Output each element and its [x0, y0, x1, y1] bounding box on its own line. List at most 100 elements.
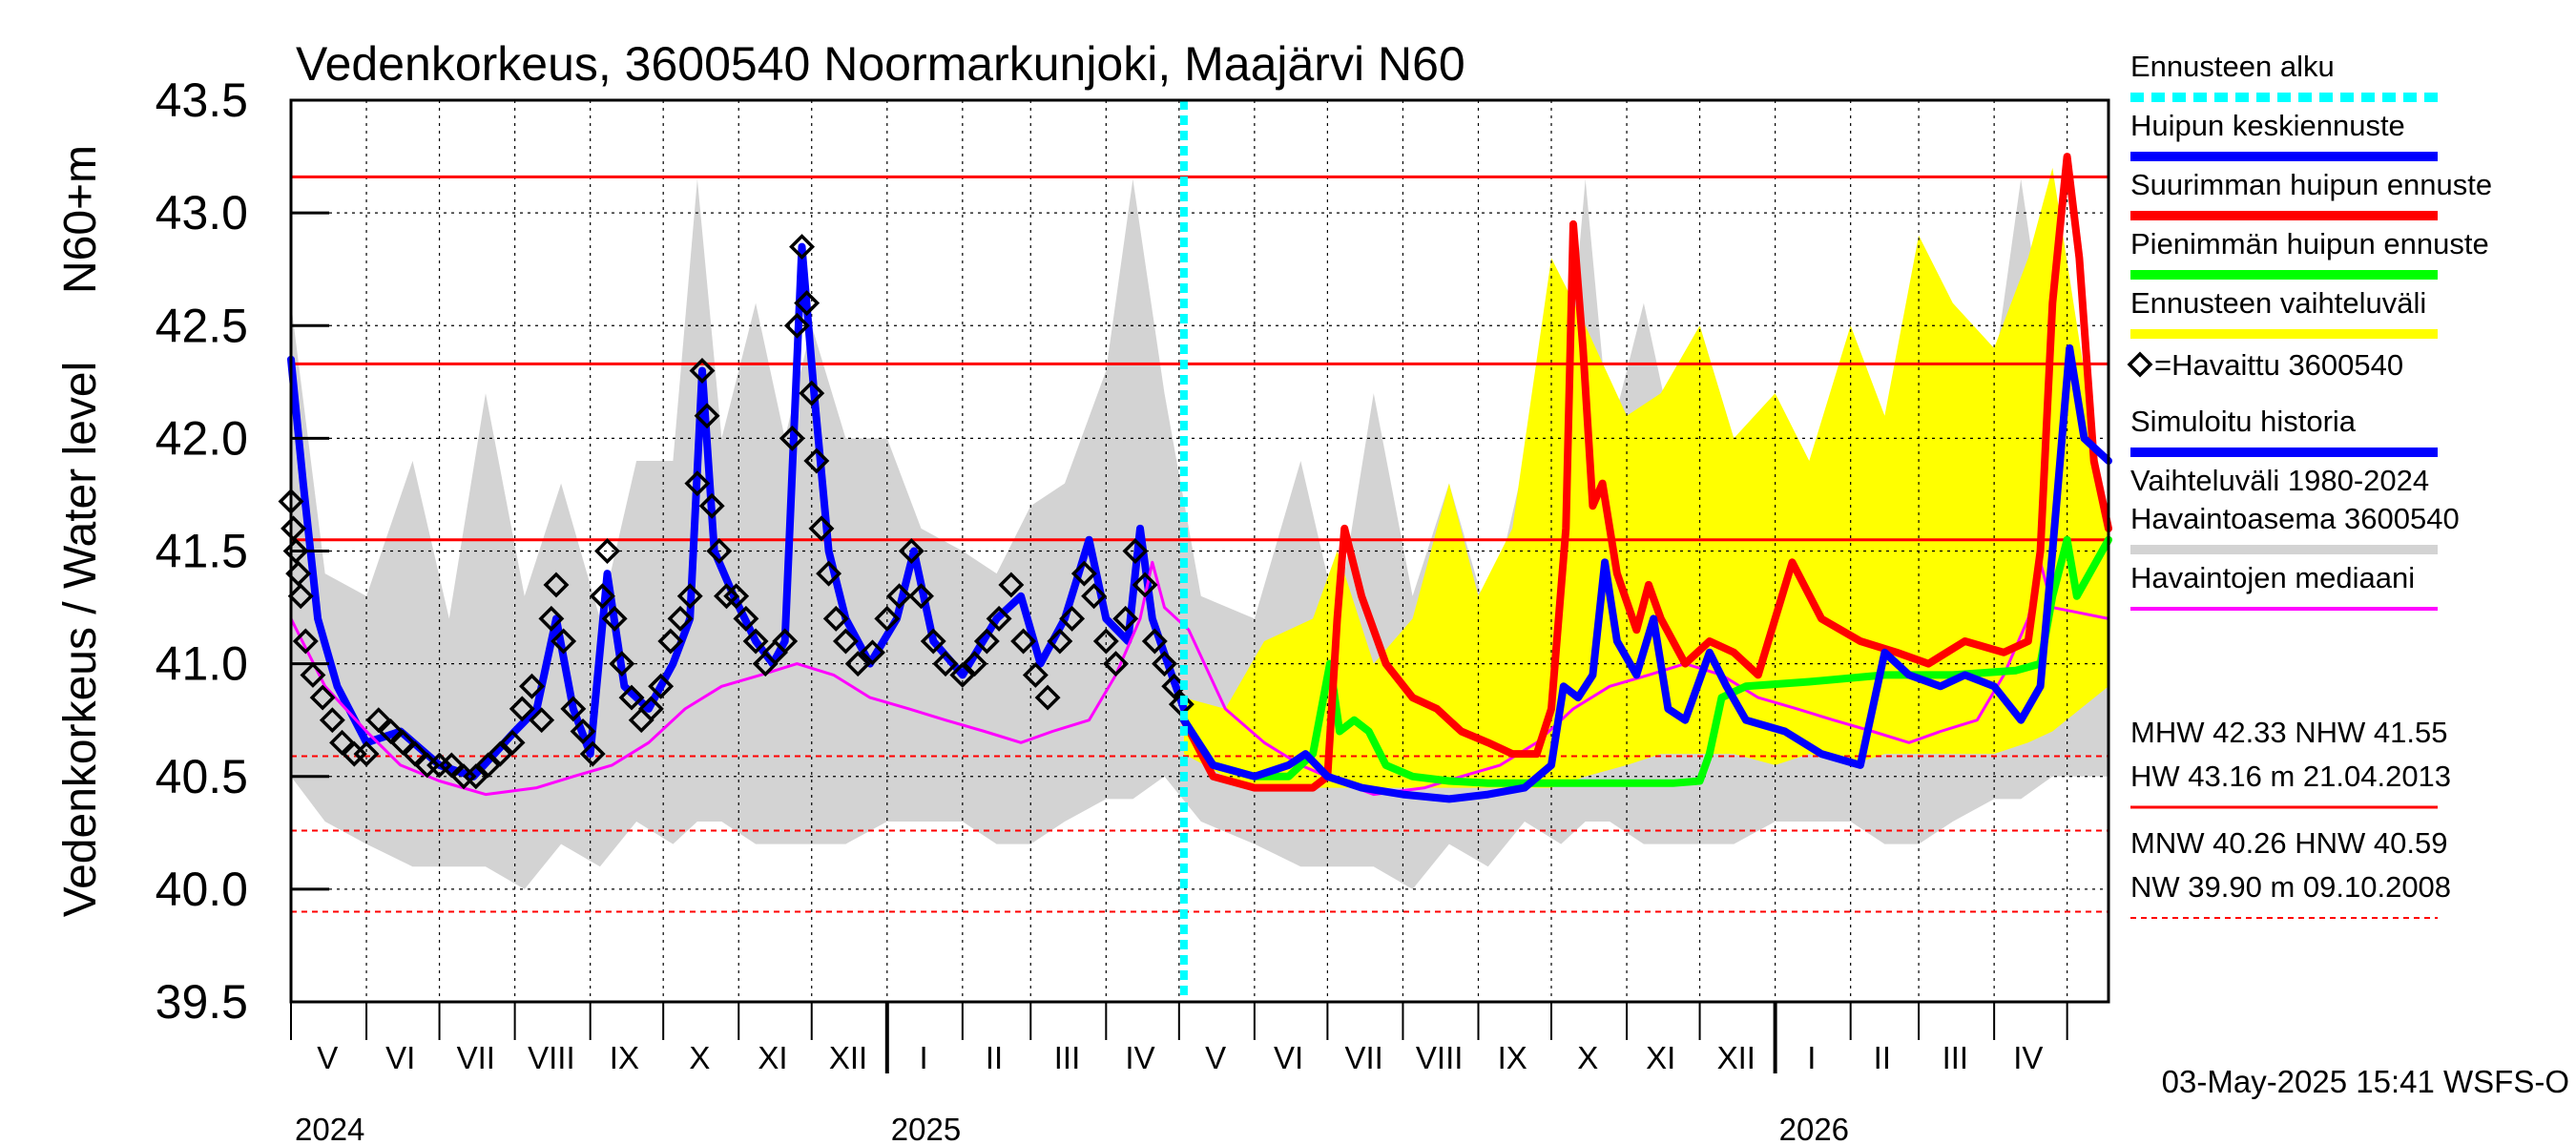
x-month-label: IX: [1498, 1040, 1527, 1075]
observed-point: [1070, 560, 1097, 587]
observed-point: [962, 651, 988, 677]
x-month-label: VI: [385, 1040, 415, 1075]
observed-point: [998, 572, 1025, 598]
legend-item-2: Suurimman huipun ennuste: [2130, 168, 2492, 201]
series-line-havaintojen-mediaani: [289, 560, 2110, 797]
observed-point: [684, 470, 711, 497]
y-tick-label: 40.0: [156, 863, 248, 916]
observed-point: [779, 425, 805, 451]
observed-point: [860, 639, 885, 666]
x-month-label: V: [1205, 1040, 1226, 1075]
observed-point: [973, 628, 1000, 655]
reference-lines: [291, 175, 2109, 913]
observed-point: [292, 628, 319, 655]
x-month-label: I: [1807, 1040, 1816, 1075]
y-axis-unit-label: N60+m: [55, 145, 106, 294]
stat-line-1: HW 43.16 m 21.04.2013: [2130, 760, 2451, 793]
legend-item-1: Huipun keskiennuste: [2130, 109, 2405, 142]
y-tick-label: 41.5: [156, 525, 248, 578]
observed-point: [667, 605, 694, 632]
observed-point: [1112, 605, 1139, 632]
observed-point: [733, 605, 759, 632]
observed-point: [723, 583, 750, 610]
statistics: MHW 42.33 NHW 41.55 HW 43.16 m 21.04.2013…: [2130, 716, 2451, 919]
observed-point: [551, 628, 577, 655]
x-month-label: III: [1054, 1040, 1081, 1075]
observed-point: [657, 628, 684, 655]
observed-point: [402, 740, 428, 767]
x-month-label: XII: [1717, 1040, 1755, 1075]
observed-point: [742, 628, 769, 655]
series-line-suurimman-huipun-ennuste: [1179, 153, 2112, 792]
observed-point: [589, 583, 615, 610]
observed-point: [920, 628, 946, 655]
observed-point: [365, 707, 392, 734]
observed-point: [570, 718, 596, 744]
observed-point: [1152, 651, 1177, 677]
observed-point: [518, 673, 545, 699]
observed-point: [1092, 628, 1119, 655]
x-year-label: 2025: [891, 1112, 961, 1145]
observed-point: [487, 740, 513, 767]
observed-point: [874, 605, 901, 632]
x-month-label: VIII: [1416, 1040, 1464, 1075]
observed-point: [329, 729, 356, 756]
observed-point: [783, 312, 810, 339]
observed-point: [1081, 583, 1108, 610]
observed-point: [799, 380, 825, 406]
observed-point: [949, 661, 976, 688]
observed-point: [594, 538, 621, 564]
observed-point: [319, 707, 345, 734]
x-month-label: XII: [829, 1040, 867, 1075]
stat-line-3: NW 39.90 m 09.10.2008: [2130, 870, 2451, 904]
observed-point: [832, 628, 859, 655]
observed-point: [499, 729, 526, 756]
observed-point: [898, 538, 924, 564]
x-month-label: X: [689, 1040, 710, 1075]
x-month-label: VIII: [528, 1040, 575, 1075]
legend-item-8: Havaintoasema 3600540: [2130, 502, 2460, 535]
stat-line-0: MHW 42.33 NHW 41.55: [2130, 716, 2448, 749]
x-month-label: XI: [1646, 1040, 1675, 1075]
observed-point: [618, 684, 645, 711]
observed-point: [1010, 628, 1037, 655]
observed-point: [287, 583, 314, 610]
observed-point: [1034, 684, 1061, 711]
x-month-label: X: [1577, 1040, 1598, 1075]
series-line-huipun-keskiennuste: [1179, 344, 2112, 803]
y-tick-label: 42.5: [156, 299, 248, 352]
observed-point: [309, 684, 336, 711]
observed-point: [714, 583, 739, 610]
y-axis-label: Vedenkorkeus / Water level: [55, 362, 106, 918]
observed-point: [676, 583, 703, 610]
y-tick-label: 39.5: [156, 975, 248, 1029]
y-tick-label: 43.5: [156, 73, 248, 127]
observed-point: [463, 763, 489, 790]
observed-point: [698, 492, 725, 519]
observed-point: [803, 448, 830, 474]
chart-title: Vedenkorkeus, 3600540 Noormarkunjoki, Ma…: [296, 37, 1465, 91]
observed-point: [378, 718, 405, 744]
x-month-label: VII: [1344, 1040, 1382, 1075]
observed-point: [1022, 661, 1049, 688]
y-tick-label: 43.0: [156, 186, 248, 239]
stat-line-2: MNW 40.26 HNW 40.59: [2130, 826, 2448, 860]
observed-point: [438, 752, 465, 779]
observed-point: [389, 729, 416, 756]
observed-point: [601, 605, 628, 632]
observed-point: [560, 696, 587, 722]
observed-point: [300, 661, 326, 688]
y-axis-ticks: 43.5 43.0 42.5 42.0 41.5 41.0 40.5 40.0 39.5: [156, 73, 329, 1029]
observed-point: [1059, 605, 1086, 632]
observed-point: [609, 651, 635, 677]
legend: Ennusteen alku Huipun keskiennuste Suurimm…: [2127, 50, 2492, 611]
observed-point: [794, 290, 821, 317]
legend-item-4: Ennusteen vaihteluväli: [2130, 286, 2426, 320]
legend-item-3: Pienimmän huipun ennuste: [2130, 227, 2489, 260]
observed-point: [637, 696, 664, 722]
observed-point: [822, 605, 849, 632]
x-month-label: II: [1874, 1040, 1891, 1075]
observed-point: [538, 605, 565, 632]
observed-point: [886, 583, 913, 610]
observed-point: [816, 560, 842, 587]
